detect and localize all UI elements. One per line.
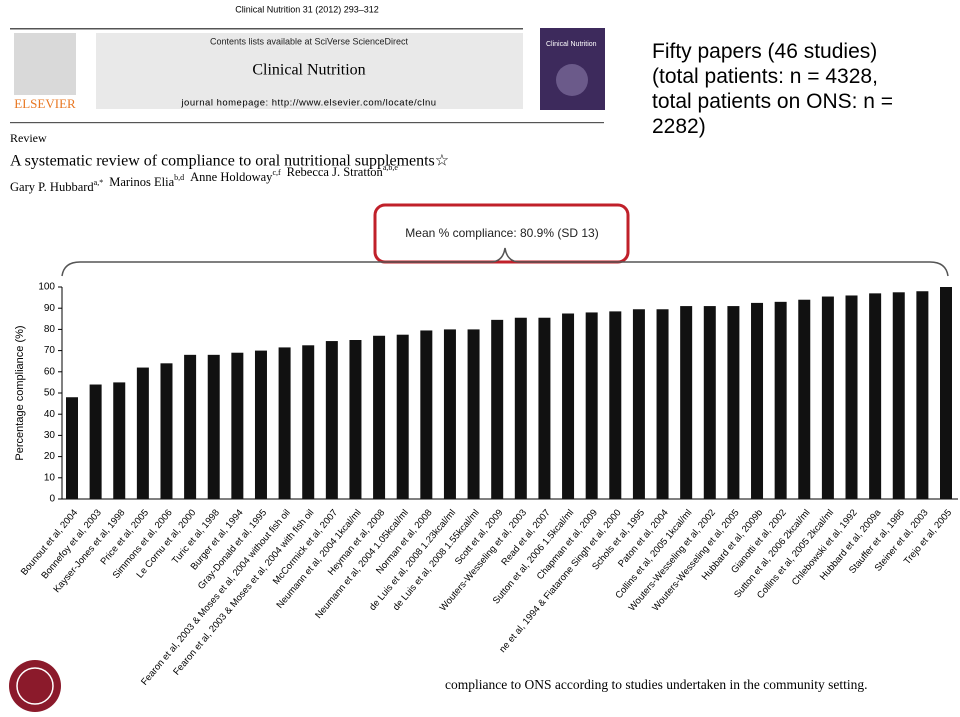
y-axis-label: Percentage compliance (%) [14,325,26,460]
cover-art [556,64,588,96]
bar [420,330,433,499]
y-tick-label: 70 [44,345,56,356]
bar [845,295,858,499]
bar [254,350,267,499]
bar [231,352,244,499]
bar [373,335,386,499]
y-tick-label: 30 [44,430,56,441]
bar [869,293,882,499]
y-tick-label: 90 [44,303,56,314]
summary-line: (total patients: n = 4328, [652,65,878,88]
bar [66,397,78,499]
bar [703,306,716,499]
summary: Fifty papers (46 studies) (total patients… [652,40,893,138]
y-tick-label: 60 [44,366,56,377]
summary-line: total patients on ONS: n = [652,90,893,113]
bar [136,367,149,499]
journal-box [96,33,523,109]
cover-title: Clinical Nutrition [546,41,597,48]
author-name: Marinos Elia [109,175,174,189]
author-affiliation: a,* [94,178,104,187]
citation: Clinical Nutrition 31 (2012) 293–312 [235,4,379,14]
bar [467,329,480,499]
bar [940,287,952,499]
bar [538,317,551,499]
bar [632,309,645,499]
bar [160,363,173,499]
bar [562,313,575,499]
bar [656,309,669,499]
y-tick-label: 50 [44,388,56,399]
article-title: A systematic review of compliance to ora… [10,153,449,170]
bar [184,354,197,499]
caption: compliance to ONS according to studies u… [445,677,868,692]
bar [751,302,764,499]
summary-line: Fifty papers (46 studies) [652,40,877,63]
caption-bg [440,676,950,698]
summary-line: 2282) [652,115,706,138]
rule [10,122,604,124]
journal-name: Clinical Nutrition [252,62,365,79]
bar [207,354,220,499]
bar [821,296,834,499]
authors: Gary P. Hubbarda,* Marinos Eliab,d Anne Ho… [10,163,398,194]
bar [774,301,787,499]
author-name: Gary P. Hubbard [10,180,94,194]
author-affiliation: a,b,e [383,163,399,172]
bar [396,334,409,499]
y-tick-label: 20 [44,451,56,462]
bar [113,382,126,499]
rule [10,28,523,30]
bar [443,329,456,499]
author-name: Rebecca J. Stratton [287,165,384,179]
brace [61,247,949,277]
author-affiliation: b,d [174,173,184,182]
bar [585,312,598,499]
y-tick-label: 10 [44,472,56,483]
publisher: ELSEVIER [14,96,76,111]
bar [609,311,622,499]
y-tick-label: 100 [38,282,55,293]
bar [349,340,362,499]
bar [491,319,504,499]
bar [302,345,315,499]
y-tick-label: 0 [49,494,55,505]
bar [727,306,740,499]
bar [892,292,905,499]
homepage: journal homepage: http://www.elsevier.co… [180,98,436,109]
bar [514,317,527,499]
author-name: Anne Holdoway [190,170,273,184]
y-tick-label: 40 [44,409,56,420]
bar [798,299,811,499]
publisher-logo [14,33,76,95]
author-affiliation: c,f [272,168,281,177]
university-logo-ring [16,667,54,705]
bar [325,341,338,499]
bar [278,347,291,499]
y-tick-label: 80 [44,324,56,335]
section: Review [10,131,47,145]
bar [89,384,102,499]
highlight-box [373,203,630,264]
bar [680,306,693,499]
bar [916,291,929,499]
mean-note: Mean % compliance: 80.9% (SD 13) [405,226,598,240]
contents-line: Contents lists available at SciVerse Sci… [210,36,409,46]
